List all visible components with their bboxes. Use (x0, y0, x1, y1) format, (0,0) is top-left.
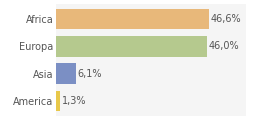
Bar (56, 9, 209, 29)
Text: 46,6%: 46,6% (211, 14, 241, 24)
Bar (56, 63, 76, 84)
Bar (56, 91, 60, 111)
Text: 6,1%: 6,1% (78, 69, 102, 79)
Text: 46,0%: 46,0% (209, 41, 239, 51)
Text: 1,3%: 1,3% (62, 96, 87, 106)
Bar (56, 36, 207, 57)
